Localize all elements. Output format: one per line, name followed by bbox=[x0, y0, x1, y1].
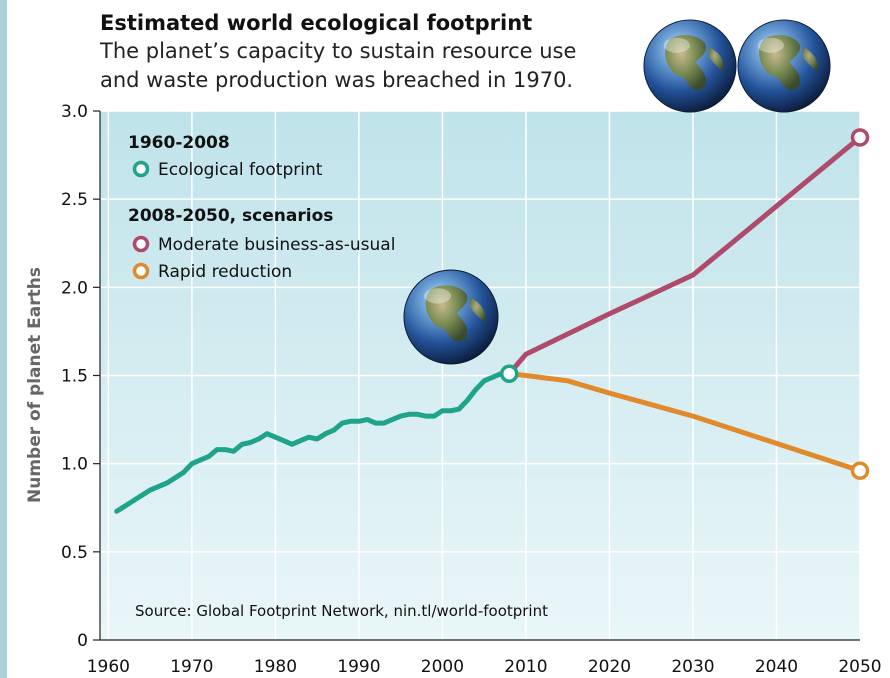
x-tick-label: 2040 bbox=[755, 657, 798, 677]
y-tick-label: 2.5 bbox=[61, 190, 88, 210]
globe-icon bbox=[834, 20, 890, 112]
chart-subtitle-line-2: and waste production was breached in 197… bbox=[100, 68, 573, 92]
x-tick-label: 2050 bbox=[838, 657, 881, 677]
y-tick-label: 1.5 bbox=[61, 367, 88, 387]
x-tick-label: 1960 bbox=[87, 657, 130, 677]
x-tick-label: 2030 bbox=[671, 657, 714, 677]
y-axis-label: Number of planet Earths bbox=[25, 267, 45, 503]
legend-entry-footprint: Ecological footprint bbox=[158, 160, 323, 180]
footprint-end-marker bbox=[502, 366, 517, 381]
legend-entry-rapid: Rapid reduction bbox=[158, 262, 292, 282]
moderate-end-marker bbox=[853, 130, 868, 145]
x-tick-label: 1990 bbox=[337, 657, 380, 677]
globe-icon bbox=[404, 270, 498, 364]
x-tick-label: 2000 bbox=[421, 657, 464, 677]
y-tick-label: 3.0 bbox=[61, 102, 88, 122]
globe-icon bbox=[644, 20, 736, 112]
x-tick-label: 1980 bbox=[254, 657, 297, 677]
y-tick-label: 1.0 bbox=[61, 455, 88, 475]
globe-icon bbox=[738, 20, 830, 112]
chart-title: Estimated world ecological footprint bbox=[100, 11, 532, 35]
source-note: Source: Global Footprint Network, nin.tl… bbox=[135, 602, 548, 620]
rapid-end-marker bbox=[853, 463, 868, 478]
y-tick-label: 0.5 bbox=[61, 543, 88, 563]
legend-heading-scenarios: 2008-2050, scenarios bbox=[128, 206, 333, 226]
y-tick-label: 0 bbox=[77, 631, 88, 651]
x-tick-label: 2020 bbox=[588, 657, 631, 677]
x-tick-label: 1970 bbox=[170, 657, 213, 677]
y-tick-label: 2.0 bbox=[61, 278, 88, 298]
legend-heading-historical: 1960-2008 bbox=[128, 133, 230, 153]
legend-marker-moderate bbox=[135, 238, 148, 251]
legend-marker-footprint bbox=[135, 163, 148, 176]
legend-entry-moderate: Moderate business-as-usual bbox=[158, 235, 395, 255]
chart-subtitle-line-1: The planet’s capacity to sustain resourc… bbox=[99, 39, 576, 63]
legend-marker-rapid bbox=[135, 265, 148, 278]
x-tick-label: 2010 bbox=[504, 657, 547, 677]
